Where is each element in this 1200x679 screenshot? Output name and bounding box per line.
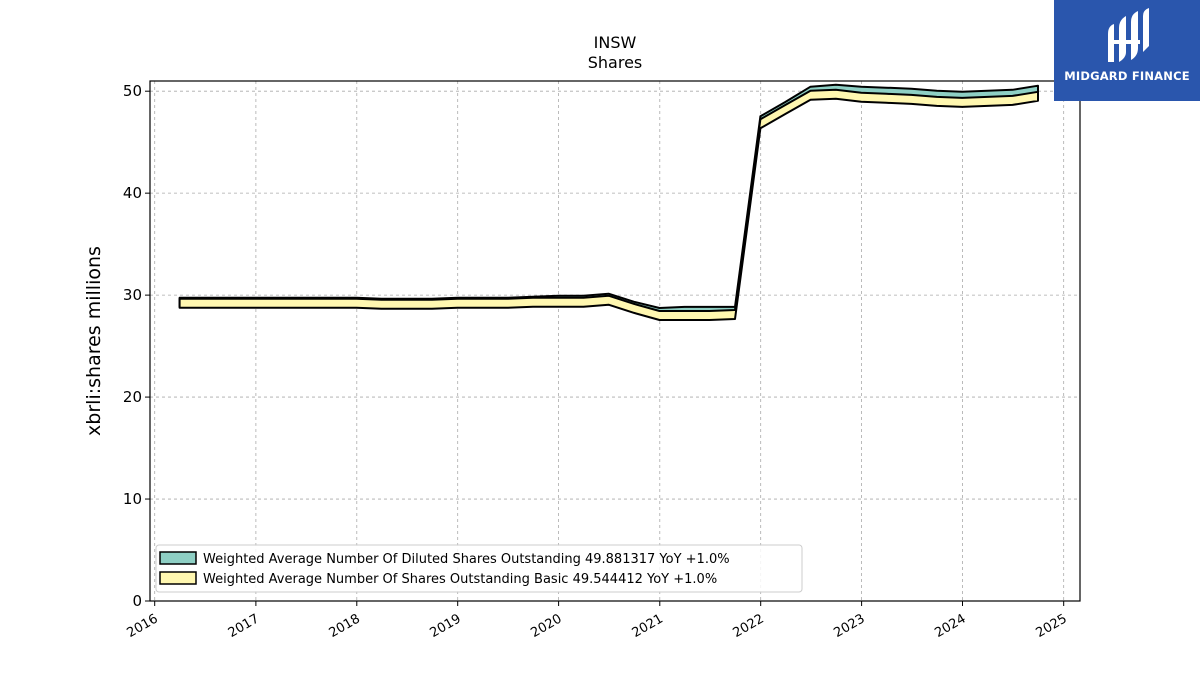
x-tick-label: 2023 <box>831 611 867 641</box>
logo-text: MIDGARD FINANCE <box>1064 69 1190 83</box>
x-tick-label: 2020 <box>528 611 564 641</box>
x-tick-label: 2021 <box>630 611 666 641</box>
x-tick-label: 2025 <box>1034 611 1070 641</box>
y-tick-label: 0 <box>132 592 142 610</box>
x-tick-label: 2017 <box>226 611 262 641</box>
y-tick-label: 20 <box>123 388 142 406</box>
series-diluted-band <box>178 83 1039 318</box>
y-tick-label: 40 <box>123 184 142 202</box>
chart-title: INSW <box>594 33 637 52</box>
logo-mark-icon <box>1108 8 1149 62</box>
y-axis-label: xbrli:shares millions <box>83 246 105 436</box>
legend-swatch-basic <box>159 571 197 585</box>
y-tick-label: 10 <box>123 490 142 508</box>
series-areas <box>178 83 1039 321</box>
series-basic-band <box>178 88 1039 321</box>
x-tick-label: 2018 <box>327 611 363 641</box>
legend-box <box>155 544 803 593</box>
chart-subtitle: Shares <box>588 53 643 72</box>
legend: Weighted Average Number Of Diluted Share… <box>155 544 803 593</box>
midgard-finance-logo: MIDGARD FINANCE <box>1054 0 1200 101</box>
y-tick-label: 30 <box>123 286 142 304</box>
x-tick-label: 2022 <box>731 611 767 641</box>
x-tick-label: 2024 <box>932 611 968 641</box>
y-tick-label: 50 <box>123 82 142 100</box>
x-tick-label: 2019 <box>428 611 464 641</box>
x-tick-label: 2016 <box>125 611 161 641</box>
legend-swatch-diluted <box>159 551 197 565</box>
plot-frame <box>149 80 1081 602</box>
grid-lines <box>150 81 1080 602</box>
legend-label-diluted: Weighted Average Number Of Diluted Share… <box>203 552 730 567</box>
legend-label-basic: Weighted Average Number Of Shares Outsta… <box>203 572 717 587</box>
